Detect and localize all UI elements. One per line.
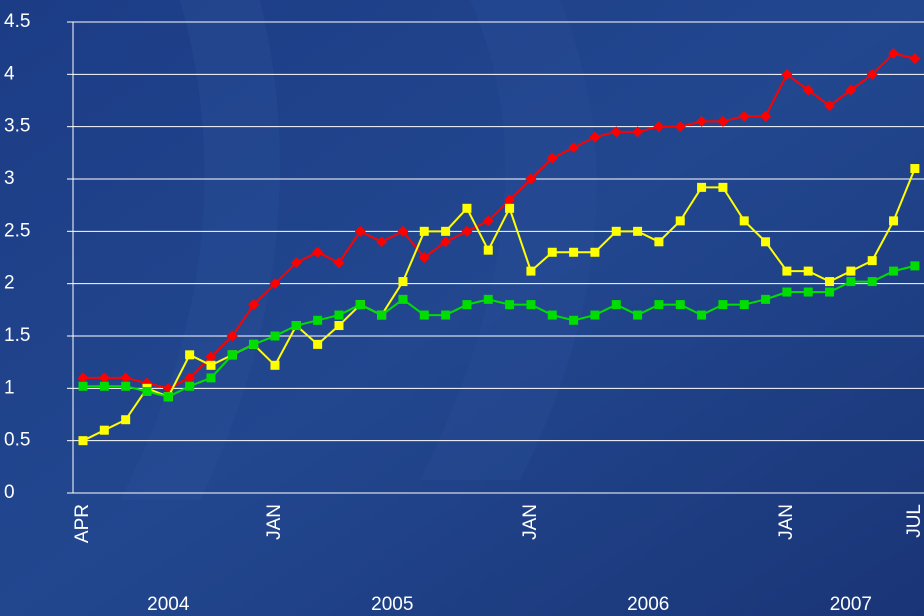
year-label: 2007 [830, 594, 872, 615]
marker [569, 316, 578, 325]
y-tick-label: 0 [4, 482, 15, 503]
marker [548, 311, 557, 320]
marker [697, 311, 706, 320]
year-label: 2005 [371, 594, 413, 615]
marker [313, 316, 322, 325]
x-tick-label: JAN [264, 504, 285, 540]
year-label: 2006 [627, 594, 669, 615]
marker [910, 261, 919, 270]
year-label: 2004 [147, 594, 190, 615]
marker [228, 350, 237, 359]
x-tick-label: JAN [520, 504, 541, 540]
marker [206, 373, 215, 382]
y-tick-label: 3.5 [4, 116, 30, 137]
marker [718, 300, 727, 309]
marker [782, 288, 791, 297]
marker [185, 350, 194, 359]
marker [761, 295, 770, 304]
marker [441, 311, 450, 320]
marker [164, 392, 173, 401]
marker [292, 321, 301, 330]
marker [654, 300, 663, 309]
marker [846, 277, 855, 286]
marker [462, 300, 471, 309]
y-tick-label: 0.5 [4, 430, 30, 451]
marker [79, 436, 88, 445]
marker [484, 246, 493, 255]
marker [825, 288, 834, 297]
marker [526, 267, 535, 276]
y-tick-label: 4.5 [4, 11, 30, 32]
marker [270, 361, 279, 370]
marker [505, 204, 514, 213]
marker [697, 183, 706, 192]
marker [420, 311, 429, 320]
marker [270, 332, 279, 341]
x-tick-label: JUL [904, 504, 924, 538]
marker [846, 267, 855, 276]
marker [825, 277, 834, 286]
y-tick-label: 1 [4, 377, 15, 398]
marker [740, 300, 749, 309]
marker [590, 311, 599, 320]
marker [782, 267, 791, 276]
marker [505, 300, 514, 309]
marker [676, 216, 685, 225]
marker [804, 288, 813, 297]
marker [441, 227, 450, 236]
marker [377, 311, 386, 320]
marker [889, 216, 898, 225]
marker [590, 248, 599, 257]
marker [633, 227, 642, 236]
marker [121, 382, 130, 391]
marker [100, 382, 109, 391]
marker [313, 340, 322, 349]
marker [868, 277, 877, 286]
y-tick-label: 2.5 [4, 220, 30, 241]
marker [526, 300, 535, 309]
marker [206, 361, 215, 370]
chart: 0 0.5 1 1.5 2 2.5 3 3.5 4 4.5 APR JAN JAN JAN JUL 2004 2… [0, 0, 924, 616]
y-tick-label: 2 [4, 273, 15, 294]
marker [612, 227, 621, 236]
marker [79, 382, 88, 391]
marker [718, 183, 727, 192]
y-tick-label: 1.5 [4, 325, 30, 346]
marker [484, 295, 493, 304]
marker [654, 237, 663, 246]
marker [142, 387, 151, 396]
x-tick-label: APR [72, 504, 93, 543]
marker [249, 340, 258, 349]
marker [761, 237, 770, 246]
marker [334, 311, 343, 320]
marker [804, 267, 813, 276]
x-tick-label: JAN [776, 504, 797, 540]
marker [121, 415, 130, 424]
marker [420, 227, 429, 236]
marker [569, 248, 578, 257]
marker [868, 256, 877, 265]
marker [633, 311, 642, 320]
y-tick-label: 3 [4, 168, 15, 189]
marker [676, 300, 685, 309]
marker [548, 248, 557, 257]
marker [398, 277, 407, 286]
marker [334, 321, 343, 330]
marker [740, 216, 749, 225]
marker [356, 300, 365, 309]
marker [100, 426, 109, 435]
marker [462, 204, 471, 213]
y-tick-label: 4 [4, 63, 15, 84]
marker [889, 267, 898, 276]
marker [910, 164, 919, 173]
page: 0 0.5 1 1.5 2 2.5 3 3.5 4 4.5 APR JAN JAN JAN JUL 2004 2… [0, 0, 924, 616]
marker [398, 295, 407, 304]
marker [185, 382, 194, 391]
marker [612, 300, 621, 309]
